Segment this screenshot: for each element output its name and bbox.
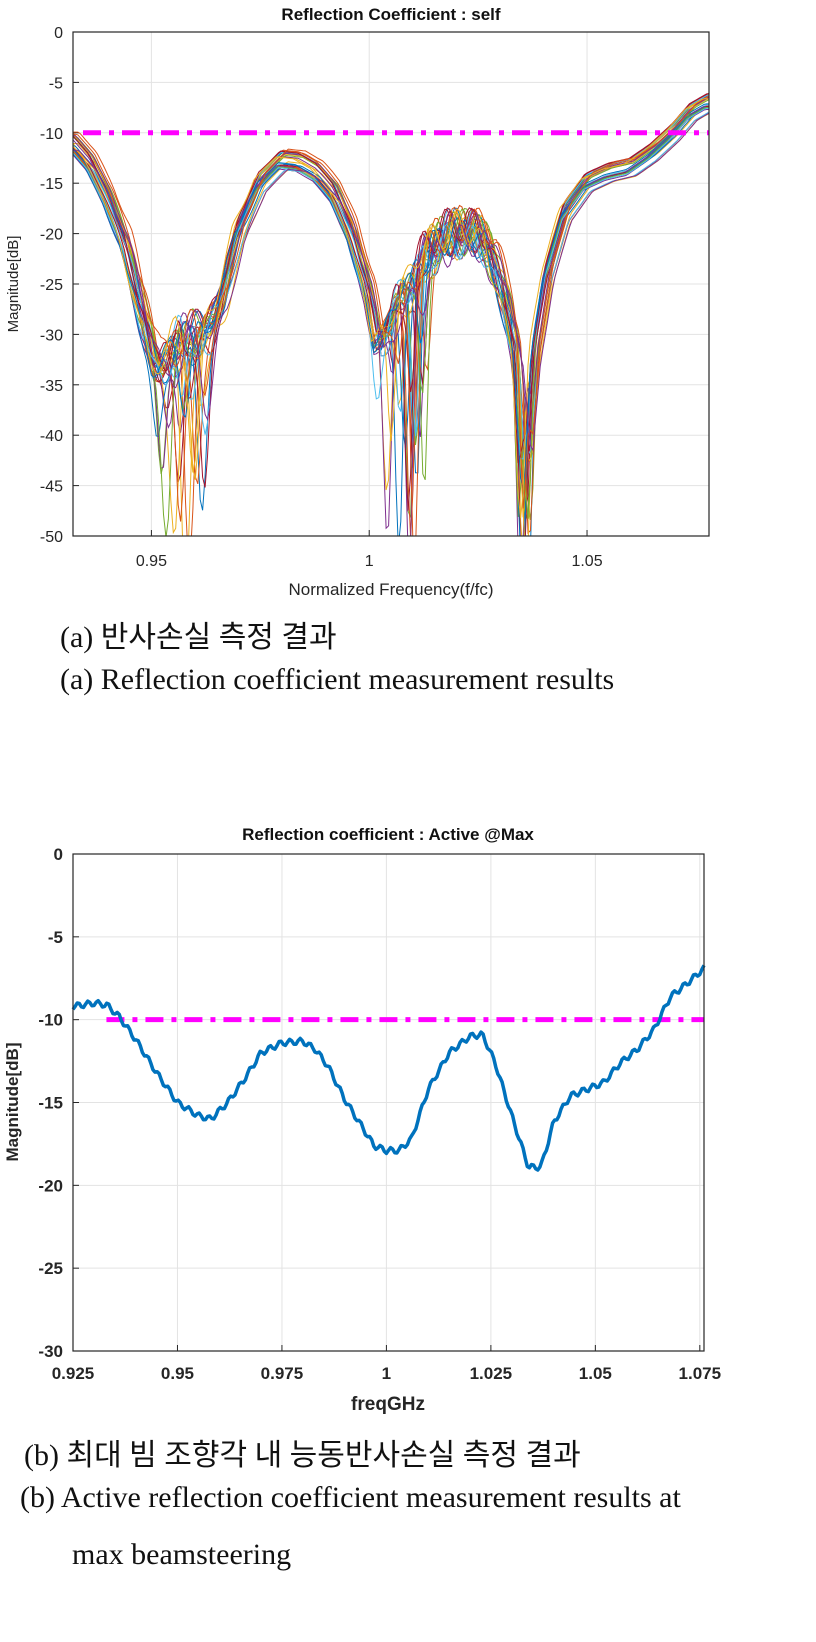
chart-a-x-axis-label: Normalized Frequency(f/fc) <box>288 580 493 599</box>
a-y-tick-label: -15 <box>40 176 63 193</box>
chart-a-plot-frame <box>72 31 710 537</box>
chart-a-series-line <box>73 98 709 519</box>
chart-b-series-group <box>71 964 706 1172</box>
b-y-tick-label: -25 <box>38 1259 63 1278</box>
chart-a-series-line <box>73 93 709 511</box>
b-x-tick-label: 1.05 <box>579 1364 612 1383</box>
a-y-tick-label: -50 <box>40 529 63 546</box>
chart-a-series-line <box>73 112 709 453</box>
chart-b-plot-frame <box>72 853 705 1352</box>
a-y-tick-label: -35 <box>40 378 63 395</box>
a-y-tick-label: 0 <box>54 25 63 42</box>
caption-b-korean: (b) 최대 빔 조향각 내 능동반사손실 측정 결과 <box>24 1439 581 1472</box>
b-x-tick-label: 1 <box>382 1364 391 1383</box>
chart-a-series-line <box>73 95 709 509</box>
a-y-tick-label: -40 <box>40 428 63 445</box>
chart-self-reflection: 0 -5 -10 -15 -20 -25 -30 -35 -40 -45 -50 0.95 1 1.05… <box>5 5 710 599</box>
chart-a-series-line <box>73 107 709 460</box>
chart-a-series-line <box>73 96 709 530</box>
caption-b-english-line2: max beamsteering <box>72 1538 292 1571</box>
b-y-tick-label: -20 <box>38 1176 63 1195</box>
chart-b-y-tick-labels: 0 -5 -10 -15 -20 -25 -30 <box>38 845 63 1361</box>
a-x-tick-label: 1 <box>365 553 374 570</box>
chart-a-x-tick-labels: 0.95 1 1.05 <box>136 553 603 570</box>
chart-b-series-line <box>71 964 706 1172</box>
chart-a-series-group <box>73 92 709 536</box>
chart-a-y-tick-labels: 0 -5 -10 -15 -20 -25 -30 -35 -40 -45 -50 <box>40 25 63 546</box>
chart-a-series-line <box>73 103 709 489</box>
caption-a-english: (a) Reflection coefficient measurement r… <box>60 663 615 696</box>
chart-b-x-tick-labels: 0.925 0.95 0.975 1 1.025 1.05 1.075 <box>52 1364 721 1383</box>
b-y-tick-label: -10 <box>38 1011 63 1030</box>
b-x-tick-label: 0.975 <box>261 1364 304 1383</box>
a-y-tick-label: -25 <box>40 277 63 294</box>
b-x-tick-label: 0.925 <box>52 1364 95 1383</box>
b-x-tick-label: 1.075 <box>679 1364 722 1383</box>
b-y-tick-label: -30 <box>38 1342 63 1361</box>
b-y-tick-label: -15 <box>38 1094 63 1113</box>
a-y-tick-label: -45 <box>40 479 63 496</box>
b-y-tick-label: 0 <box>54 845 63 864</box>
chart-active-reflection: 0 -5 -10 -15 -20 -25 -30 0.925 0.95 0.975 1 1.025 1… <box>3 825 721 1415</box>
a-y-tick-label: -5 <box>49 75 63 92</box>
chart-b-x-axis-label: freqGHz <box>351 1394 425 1415</box>
a-x-tick-label: 1.05 <box>571 553 602 570</box>
chart-b-title: Reflection coefficient : Active @Max <box>242 825 534 844</box>
a-y-tick-label: -30 <box>40 327 63 344</box>
caption-a-korean: (a) 반사손실 측정 결과 <box>60 621 337 654</box>
a-x-tick-label: 0.95 <box>136 553 167 570</box>
b-x-tick-label: 0.95 <box>161 1364 194 1383</box>
chart-b-grid <box>72 853 704 1352</box>
a-y-tick-label: -20 <box>40 227 63 244</box>
chart-a-y-axis-label: Magnitude[dB] <box>5 236 22 333</box>
chart-a-series-line <box>73 97 709 536</box>
chart-b-y-axis-label: Magnitude[dB] <box>3 1043 22 1162</box>
a-y-tick-label: -10 <box>40 126 63 143</box>
chart-a-title: Reflection Coefficient : self <box>281 5 500 24</box>
b-y-tick-label: -5 <box>48 928 63 947</box>
caption-b-english-line1: (b) Active reflection coefficient measur… <box>20 1481 681 1514</box>
b-x-tick-label: 1.025 <box>470 1364 513 1383</box>
